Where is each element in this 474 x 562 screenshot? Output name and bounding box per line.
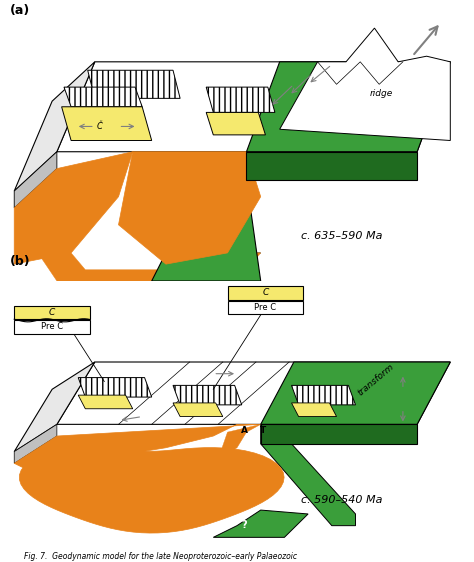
Polygon shape [292,386,356,405]
Polygon shape [280,28,450,140]
Polygon shape [14,362,95,452]
Polygon shape [57,62,450,152]
Polygon shape [261,362,450,424]
Polygon shape [261,424,356,525]
Polygon shape [78,378,152,397]
Text: T: T [260,425,266,434]
Polygon shape [14,62,95,191]
Text: Pre C: Pre C [255,303,276,312]
Polygon shape [173,403,223,416]
Bar [228,286,303,300]
Polygon shape [261,424,417,444]
Polygon shape [206,112,265,135]
Text: A: A [241,425,247,434]
Polygon shape [95,253,261,298]
Bar [228,301,303,315]
Polygon shape [206,87,275,112]
Polygon shape [14,152,57,208]
Text: transform: transform [356,362,395,397]
Polygon shape [64,87,142,107]
Polygon shape [118,152,261,264]
Polygon shape [246,62,450,152]
Polygon shape [14,424,261,475]
Bar [14,320,90,334]
Polygon shape [152,152,261,281]
Polygon shape [173,386,242,405]
Polygon shape [57,362,450,424]
Text: ?: ? [242,520,247,529]
Text: (a): (a) [9,4,30,17]
Polygon shape [19,447,284,533]
Polygon shape [88,70,180,98]
Text: ridge: ridge [370,89,393,98]
Bar [14,306,90,319]
Polygon shape [62,107,152,140]
Text: Č: Č [97,122,102,131]
Polygon shape [213,510,308,537]
Polygon shape [292,403,337,416]
Text: C: C [262,288,269,297]
Text: Fig. 7.  Geodynamic model for the late Neoproterozoic–early Palaeozoic: Fig. 7. Geodynamic model for the late Ne… [24,552,297,561]
Text: c. 590–540 Ma: c. 590–540 Ma [301,495,382,505]
Polygon shape [218,424,261,459]
Polygon shape [14,152,133,264]
Text: c. 635–590 Ma: c. 635–590 Ma [301,231,382,241]
Polygon shape [14,424,57,463]
Text: C: C [49,307,55,316]
Text: Pre C: Pre C [41,323,63,332]
Polygon shape [38,253,261,281]
Text: (b): (b) [9,255,30,268]
Polygon shape [78,395,133,409]
Polygon shape [246,152,417,180]
